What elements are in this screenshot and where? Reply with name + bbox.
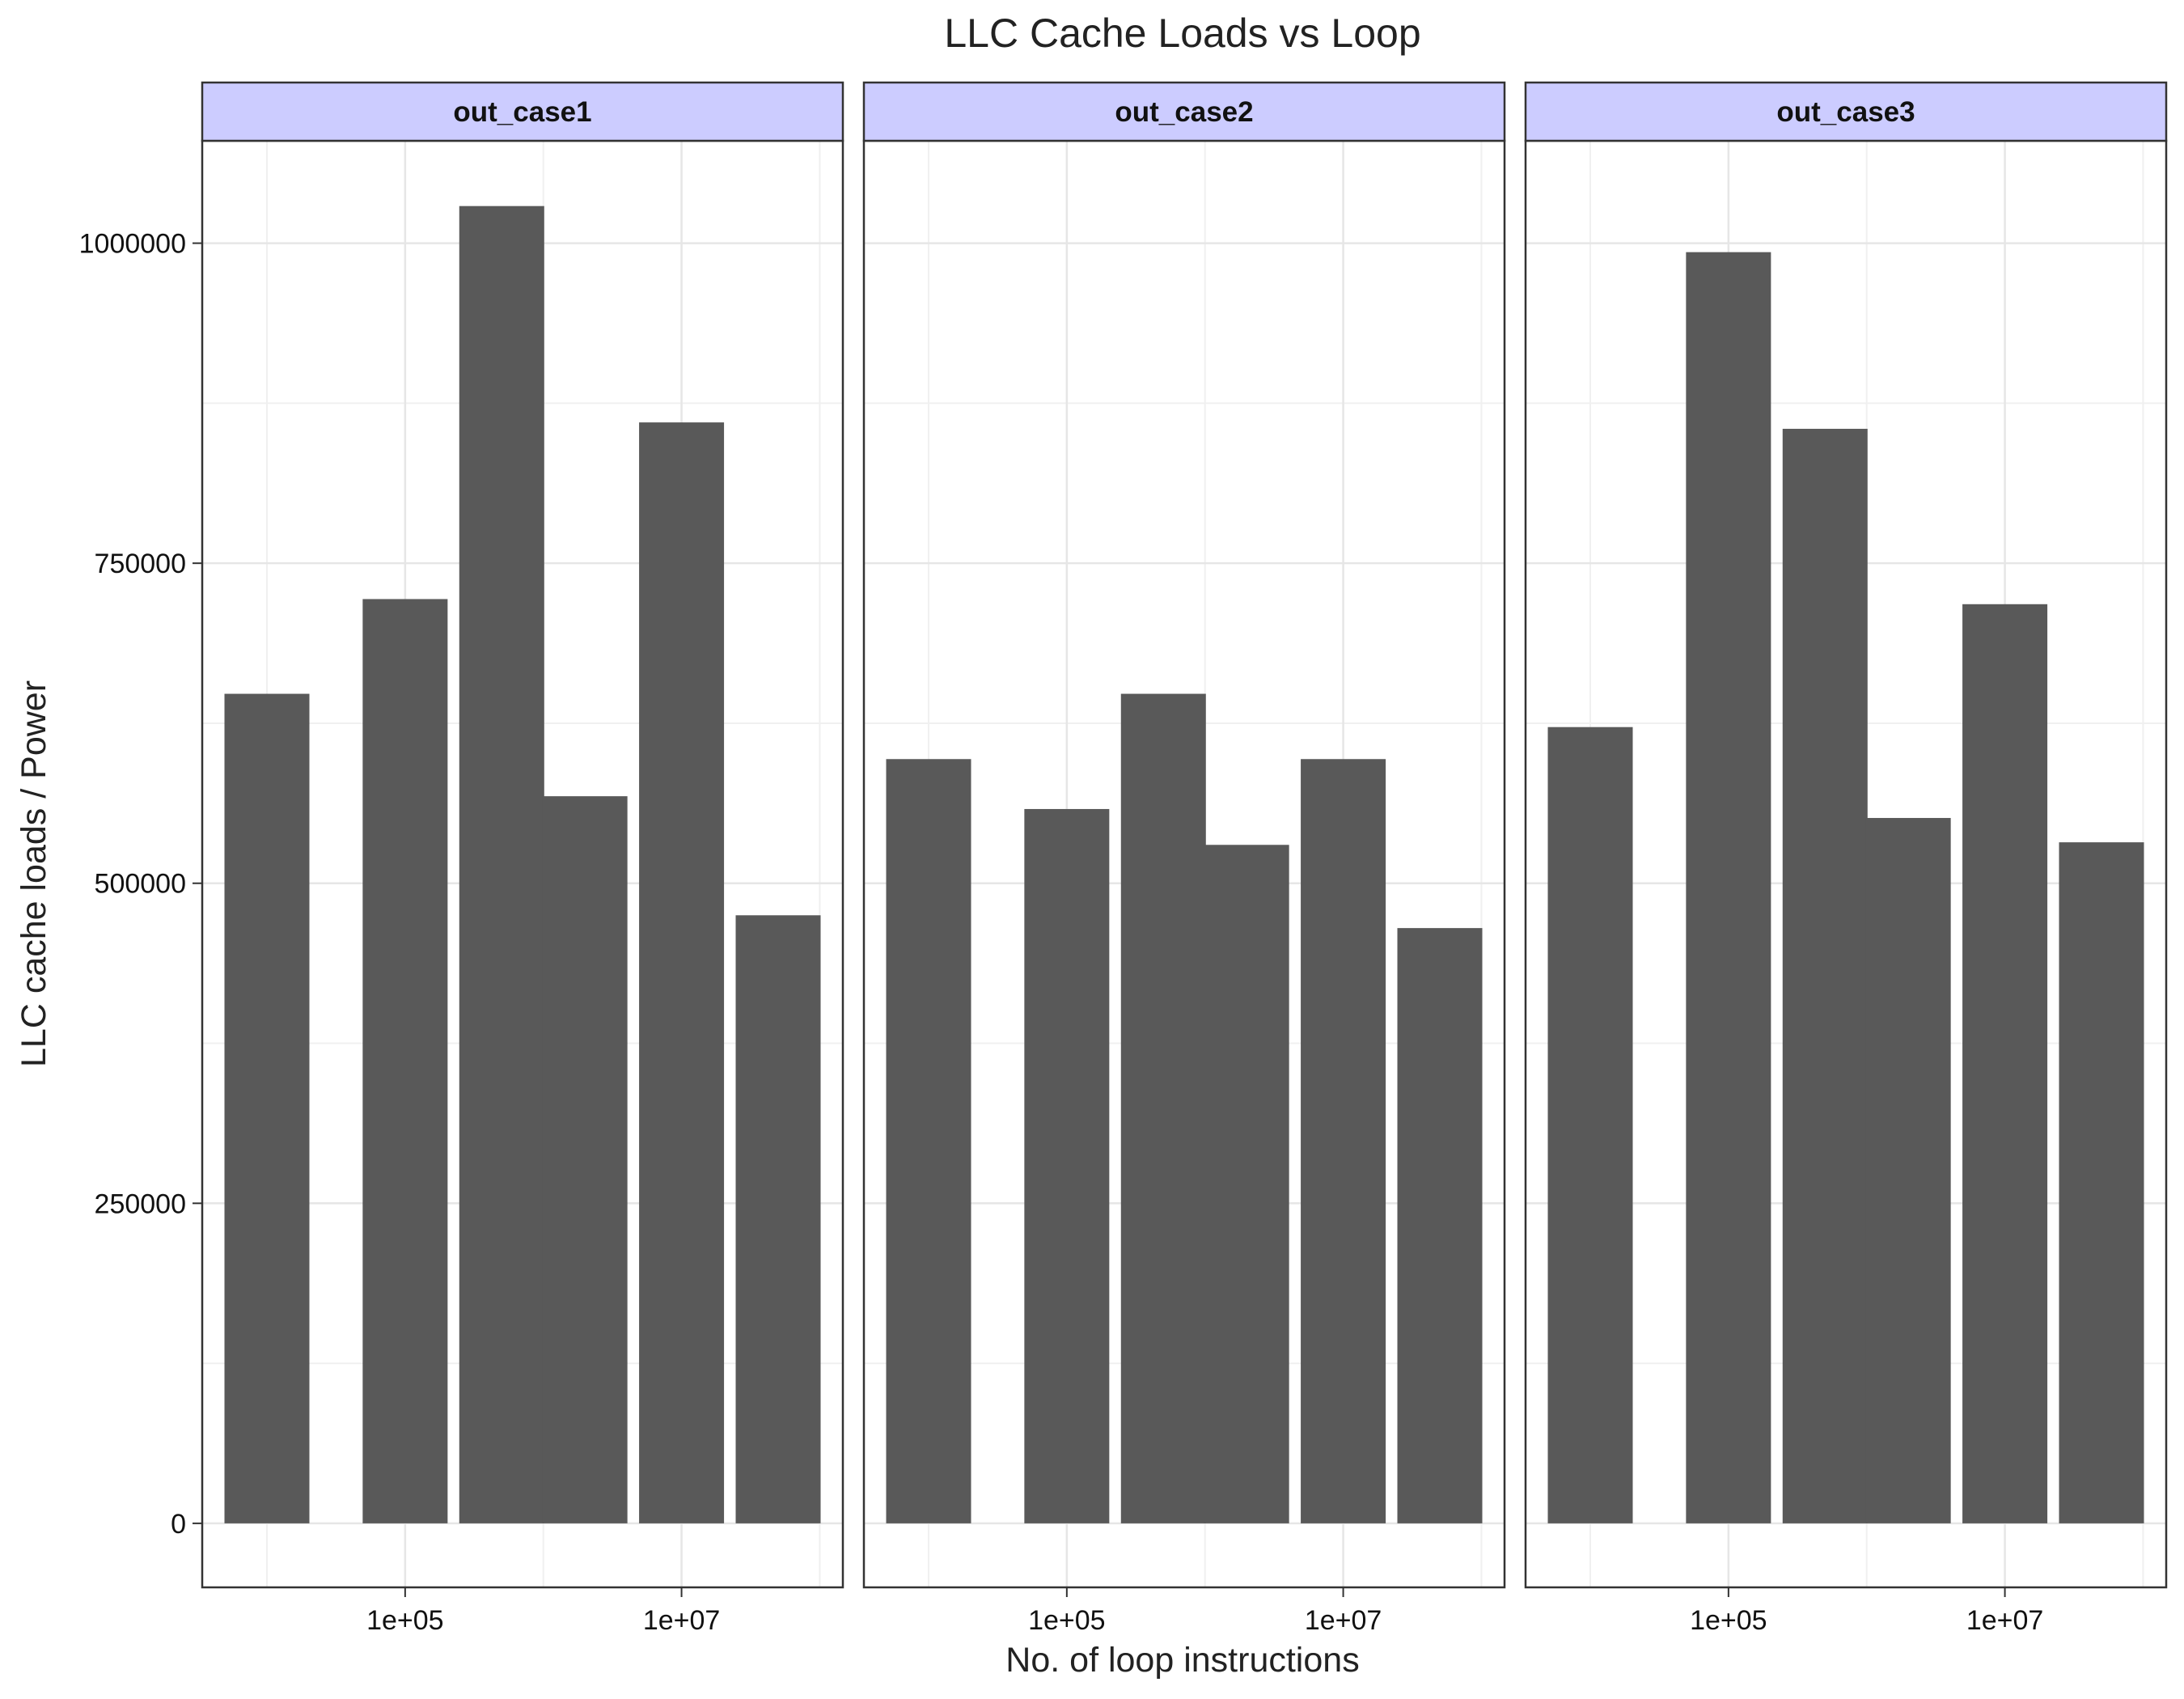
facet-strip-label: out_case2 — [1115, 96, 1253, 128]
bar-out_case1-4 — [542, 796, 628, 1523]
bar-out_case2-5 — [1301, 759, 1386, 1523]
facet-strip — [201, 81, 844, 142]
x-tick-label: 1e+05 — [366, 1605, 444, 1636]
y-tick-label: 250000 — [95, 1188, 186, 1219]
facet-strip-label: out_case3 — [1776, 96, 1915, 128]
x-axis-title: No. of loop instructions — [1005, 1641, 1359, 1680]
bar-out_case1-2 — [362, 599, 448, 1523]
bar-out_case2-2 — [1024, 808, 1110, 1523]
facet-strip-label: out_case1 — [453, 96, 591, 128]
bar-out_case1-5 — [639, 422, 725, 1523]
y-tick-label: 500000 — [95, 869, 186, 900]
x-tick-label: 1e+07 — [1305, 1605, 1382, 1636]
bar-out_case1-1 — [224, 693, 310, 1523]
y-tick-label: 0 — [171, 1509, 186, 1540]
bar-out_case3-5 — [1962, 604, 2048, 1523]
x-tick-label: 1e+07 — [643, 1605, 721, 1636]
bar-out_case2-6 — [1397, 928, 1483, 1523]
y-tick-label: 1000000 — [79, 229, 186, 260]
facet-strip — [862, 81, 1506, 142]
bar-out_case3-6 — [2059, 842, 2144, 1523]
bar-out_case2-3 — [1120, 693, 1206, 1523]
bar-out_case3-3 — [1782, 429, 1868, 1523]
y-axis-title: LLC cache loads / Power — [15, 680, 53, 1067]
facet-panels: 0 250000 500000 750000 1000000 out_case1 1e+05… — [79, 81, 2168, 1636]
x-tick-label: 1e+05 — [1690, 1605, 1767, 1636]
facet-panel-3: out_case3 1e+05 1e+07 — [1524, 81, 2168, 1636]
x-tick-label: 1e+07 — [1966, 1605, 2044, 1636]
bar-out_case3-4 — [1865, 818, 1951, 1523]
y-tick-label: 750000 — [95, 549, 186, 579]
bar-out_case3-1 — [1547, 727, 1633, 1523]
bar-out_case3-2 — [1686, 252, 1771, 1523]
chart-title: LLC Cache Loads vs Loop — [944, 11, 1420, 56]
bar-out_case2-4 — [1204, 845, 1289, 1523]
bar-out_case1-3 — [459, 205, 544, 1523]
facet-strip — [1524, 81, 2168, 142]
bar-out_case1-6 — [735, 915, 821, 1523]
bar-out_case2-1 — [886, 759, 971, 1523]
facet-panel-1: out_case1 1e+05 1e+07 — [201, 81, 844, 1636]
x-tick-label: 1e+05 — [1028, 1605, 1106, 1636]
facet-panel-2: out_case2 1e+05 1e+07 — [862, 81, 1506, 1636]
